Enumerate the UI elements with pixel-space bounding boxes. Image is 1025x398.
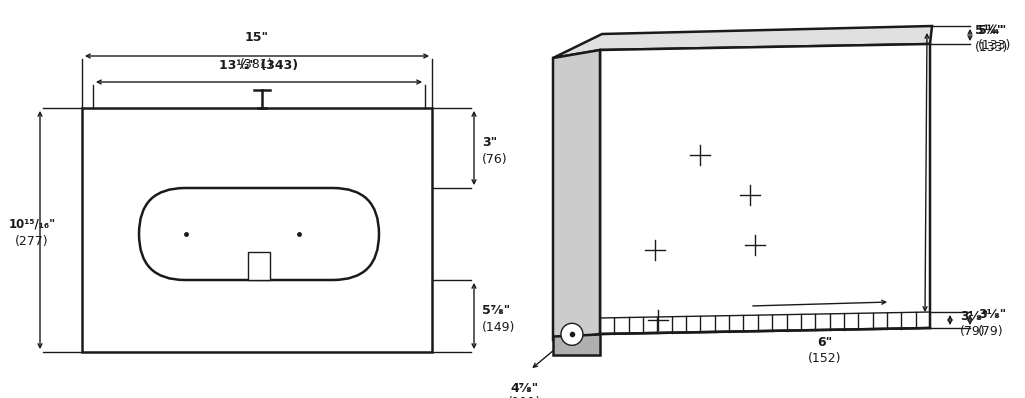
Bar [248,252,270,280]
Text: 13½" (343): 13½" (343) [219,59,298,72]
Polygon shape [554,26,932,58]
Text: 6": 6" [817,336,832,349]
Circle shape [561,323,583,345]
Text: (79): (79) [978,324,1003,338]
Text: (79): (79) [960,326,986,339]
Polygon shape [554,334,600,355]
Text: 3": 3" [482,137,497,150]
Text: (152): (152) [809,352,842,365]
Text: 15": 15" [245,31,269,44]
Text: (133): (133) [978,39,1012,53]
Text: 5⅞": 5⅞" [482,304,510,318]
Text: 3⅛": 3⅛" [978,308,1007,322]
Text: (133): (133) [975,41,1009,53]
Bar [82,108,432,352]
Text: (381): (381) [240,58,274,71]
Text: (277): (277) [15,236,49,248]
Text: 3⅛": 3⅛" [960,310,988,322]
Text: 10¹⁵/₁₆": 10¹⁵/₁₆" [8,217,55,230]
Text: (76): (76) [482,152,507,166]
FancyBboxPatch shape [139,188,379,280]
Polygon shape [600,44,930,334]
Text: 5¼": 5¼" [978,23,1007,37]
Text: 5¼": 5¼" [975,23,1003,37]
Text: 4⅞": 4⅞" [510,382,539,395]
Text: (149): (149) [482,320,516,334]
Text: (111): (111) [508,396,541,398]
Polygon shape [554,50,600,340]
